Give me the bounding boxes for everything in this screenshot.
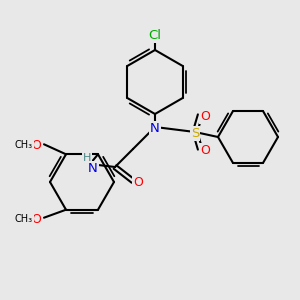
Text: O: O [200,144,210,157]
Text: H: H [83,153,91,163]
Text: N: N [150,122,160,135]
Text: O: O [133,176,143,189]
Text: Cl: Cl [148,29,161,42]
Text: O: O [200,110,210,123]
Text: N: N [88,162,98,175]
Text: CH₃: CH₃ [15,214,33,224]
Text: CH₃: CH₃ [15,140,33,150]
Text: O: O [31,213,41,226]
Text: O: O [31,139,41,152]
Text: S: S [191,127,199,140]
